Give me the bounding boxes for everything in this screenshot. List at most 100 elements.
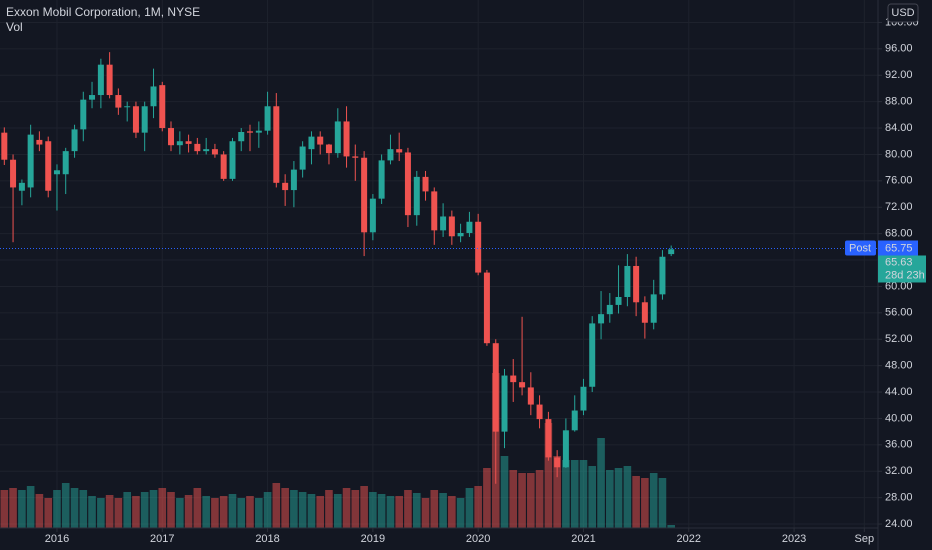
last-price-label: 65.63	[885, 256, 913, 268]
volume-bar	[386, 496, 395, 528]
volume-bar	[570, 460, 579, 528]
volume-bar	[123, 492, 132, 528]
currency[interactable]: USD	[891, 7, 914, 19]
candle-body	[589, 323, 596, 387]
post-price-box	[878, 240, 918, 256]
candle-body	[606, 304, 613, 315]
candle-body	[168, 128, 175, 146]
volume-bar	[184, 495, 193, 528]
candle-body	[571, 410, 578, 431]
candle-body	[264, 106, 271, 131]
candle-body	[440, 216, 447, 231]
volume-bar	[237, 498, 246, 528]
candle-body	[1, 132, 8, 160]
volume-bar	[430, 490, 439, 528]
volume-bar	[404, 490, 412, 528]
candle-body	[483, 272, 490, 344]
volume-bar	[509, 470, 518, 528]
candle-body	[466, 221, 473, 233]
candle-body	[404, 152, 411, 216]
candle-body	[378, 160, 385, 199]
candle-body	[475, 221, 482, 273]
candle-body	[53, 170, 60, 175]
y-tick-label: 44.00	[885, 386, 913, 398]
candle-body	[27, 134, 34, 188]
candle-body	[334, 121, 341, 154]
x-tick-label: Sep	[855, 533, 875, 545]
y-tick-label: 40.00	[885, 412, 913, 424]
volume-bar	[588, 466, 597, 528]
candle-body	[317, 136, 324, 145]
volume-bar	[0, 490, 9, 528]
volume-bar	[439, 493, 447, 528]
y-tick-label: 72.00	[885, 201, 913, 213]
candle-body	[36, 139, 43, 145]
volume-bar	[88, 496, 96, 528]
y-tick-label: 36.00	[885, 439, 913, 451]
candle-body	[194, 143, 201, 152]
candle-body	[246, 131, 253, 133]
candle-body	[308, 136, 315, 150]
volume-bar	[219, 496, 228, 528]
volume-bar	[474, 486, 482, 528]
volume-bar	[202, 496, 210, 528]
currency-box[interactable]	[887, 3, 919, 23]
candle-body	[132, 106, 139, 133]
volume-bar	[281, 488, 289, 528]
volume-bar	[193, 488, 202, 528]
volume-bar	[61, 483, 70, 528]
y-tick-label: 52.00	[885, 333, 913, 345]
y-tick-label: 92.00	[885, 69, 913, 81]
candle-body	[18, 182, 25, 191]
volume-bar	[614, 468, 623, 528]
volume-bar	[132, 496, 140, 528]
candle-body	[115, 95, 122, 108]
volume-bar	[649, 473, 658, 528]
volume-bar	[35, 494, 44, 528]
candle-body	[659, 256, 666, 295]
volume-bar	[272, 483, 281, 528]
candle-body	[633, 265, 640, 303]
volume-bar	[667, 525, 675, 528]
volume-bar	[255, 498, 263, 528]
post-price-label: 65.75	[885, 242, 913, 254]
volume-bar	[140, 492, 149, 528]
volume-bar	[53, 490, 61, 528]
x-tick-label: 2023	[782, 533, 806, 545]
volume-bar	[26, 486, 35, 528]
volume-bar	[79, 490, 88, 528]
candle-body	[203, 149, 210, 152]
candle-body	[448, 216, 455, 237]
volume-bar	[246, 496, 254, 528]
candle-body	[615, 297, 622, 305]
volume-bar	[307, 494, 316, 528]
candle-body	[211, 149, 218, 155]
y-tick-label: 28.00	[885, 492, 913, 504]
volume-bar	[211, 498, 219, 528]
candle-body	[106, 64, 113, 96]
candle-body	[422, 176, 429, 192]
candle-body	[352, 156, 359, 158]
y-tick-label: 84.00	[885, 122, 913, 134]
candle-body	[141, 106, 148, 133]
volume-bar	[623, 466, 632, 528]
volume-bar	[465, 488, 474, 528]
y-tick-label: 56.00	[885, 307, 913, 319]
candles	[1, 52, 675, 484]
volume-bar	[158, 488, 167, 528]
volume-pane	[0, 373, 675, 528]
candle-body	[229, 141, 236, 179]
candle-body	[80, 99, 87, 130]
candle-body	[238, 132, 245, 142]
volume-bar	[351, 490, 360, 528]
post-tag-label: Post	[849, 242, 871, 254]
volume-bar	[44, 498, 53, 528]
volume-bar	[412, 493, 421, 528]
volume-bar	[298, 492, 307, 528]
volume-bar	[369, 492, 377, 528]
volume-label: Vol	[6, 20, 23, 34]
candle-body	[159, 85, 166, 129]
